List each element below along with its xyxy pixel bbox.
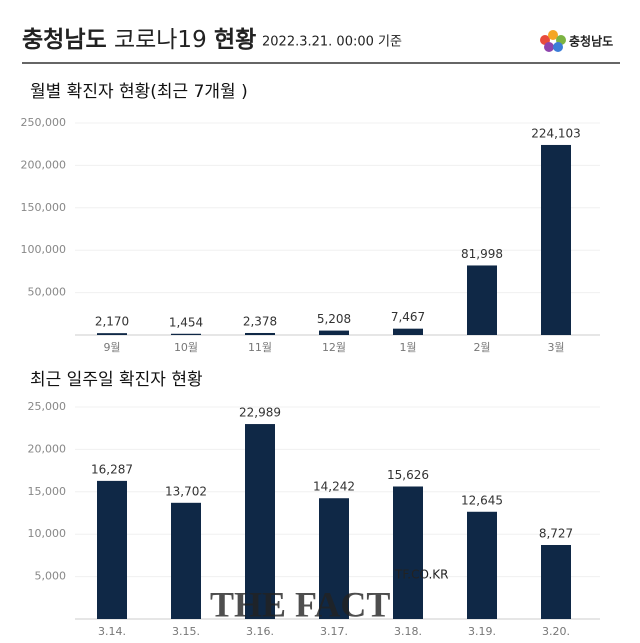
header-title: 충청남도 코로나19 현황 [22, 27, 256, 53]
value-label: 5,208 [317, 312, 351, 326]
x-tick-label: 11월 [248, 341, 272, 354]
bar [393, 486, 423, 619]
value-label: 224,103 [531, 126, 581, 140]
x-tick-label: 3.15. [172, 625, 200, 638]
x-tick-label: 12월 [322, 341, 346, 354]
bar [393, 328, 423, 335]
y-tick-label: 50,000 [28, 286, 67, 299]
value-label: 2,378 [243, 314, 277, 328]
y-tick-label: 10,000 [28, 527, 67, 540]
x-tick-label: 3.16. [246, 625, 274, 638]
x-tick-label: 3.14. [98, 625, 126, 638]
logo-icon [540, 30, 566, 52]
y-tick-label: 15,000 [28, 485, 67, 498]
bar [319, 498, 349, 619]
x-tick-label: 3.17. [320, 625, 348, 638]
x-tick-label: 9월 [103, 341, 120, 354]
bar [171, 333, 201, 335]
bar [319, 330, 349, 335]
bar [541, 544, 571, 619]
y-tick-label: 20,000 [28, 442, 67, 455]
bar [467, 265, 497, 335]
x-tick-label: 3월 [547, 341, 564, 354]
value-label: 81,998 [461, 247, 503, 261]
value-label: 12,645 [461, 493, 503, 507]
value-label: 8,727 [539, 526, 573, 540]
value-label: 13,702 [165, 484, 207, 498]
y-tick-label: 250,000 [21, 116, 67, 129]
value-label: 22,989 [239, 406, 281, 420]
value-label: 2,170 [95, 315, 129, 329]
chart-title: 월별 확진자 현황(최근 7개월 ) [30, 82, 248, 102]
y-tick-label: 150,000 [21, 201, 67, 214]
y-tick-label: 100,000 [21, 243, 67, 256]
value-label: 1,454 [169, 315, 203, 329]
x-tick-label: 2월 [473, 341, 490, 354]
header-date: 2022.3.21. 00:00 기준 [262, 35, 402, 50]
bar [171, 502, 201, 619]
value-label: 15,626 [387, 468, 429, 482]
x-tick-label: 1월 [399, 341, 416, 354]
bar [541, 144, 571, 335]
watermark-url: TF.CO.KR [394, 568, 448, 582]
y-tick-label: 200,000 [21, 158, 67, 171]
chart-title: 최근 일주일 확진자 현황 [30, 370, 203, 390]
title-region: 충청남도 [22, 27, 107, 53]
x-tick-label: 10월 [174, 341, 198, 354]
x-tick-label: 3.20. [542, 625, 570, 638]
value-label: 14,242 [313, 480, 355, 494]
bar [467, 511, 497, 619]
title-status: 현황 [214, 27, 256, 53]
logo-text: 충청남도 [569, 34, 613, 49]
bar [97, 333, 127, 335]
value-label: 7,467 [391, 310, 425, 324]
value-label: 16,287 [91, 462, 133, 476]
y-tick-label: 25,000 [28, 400, 67, 413]
bar [245, 332, 275, 335]
bar [97, 480, 127, 619]
title-topic: 코로나19 [114, 27, 207, 53]
watermark-logo: THE FACT [210, 584, 390, 624]
bar [245, 424, 275, 619]
x-tick-label: 3.18. [394, 625, 422, 638]
x-tick-label: 3.19. [468, 625, 496, 638]
y-tick-label: 5,000 [35, 570, 67, 583]
